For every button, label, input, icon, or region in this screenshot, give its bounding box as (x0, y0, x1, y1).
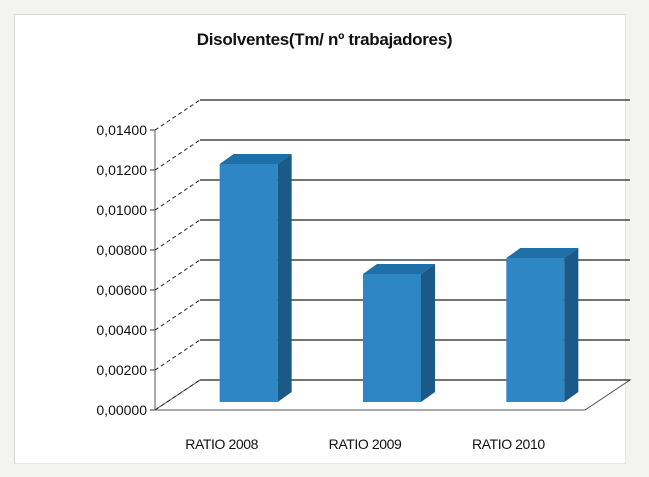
gridline-depth (154, 299, 201, 331)
gridline-depth (154, 339, 201, 371)
bar-3 (506, 258, 565, 402)
y-tick-label: 0,01200 (96, 162, 147, 178)
y-tick-label: 0,00600 (96, 282, 147, 298)
gridline-depth (154, 219, 201, 251)
bar-2 (363, 274, 421, 402)
bar-side-2 (421, 264, 435, 402)
bar-top-2 (363, 264, 435, 274)
gridline-depth (154, 179, 201, 211)
bar-side-3 (564, 248, 579, 402)
chart-title: Disolventes(Tm/ nº trabajadores) (196, 30, 453, 49)
gridline-depth (154, 259, 201, 291)
x-tick-label: RATIO 2010 (472, 436, 545, 452)
y-tick-label: 0,00200 (96, 362, 147, 378)
y-tick-label: 0,00400 (96, 322, 147, 338)
x-tick-label: RATIO 2009 (329, 436, 402, 452)
bar-top-3 (506, 248, 579, 258)
bar-top-1 (219, 154, 292, 164)
gridline-depth (154, 379, 201, 411)
y-tick-label: 0,00800 (96, 242, 147, 258)
x-tick-label: RATIO 2008 (185, 436, 258, 452)
gridline-depth (154, 99, 201, 131)
y-tick-label: 0,01400 (96, 122, 147, 138)
y-tick-label: 0,00000 (96, 402, 147, 418)
bar-1 (219, 164, 278, 402)
gridline-depth (154, 139, 201, 171)
y-tick-label: 0,01000 (96, 202, 147, 218)
bar-side-1 (277, 154, 292, 402)
